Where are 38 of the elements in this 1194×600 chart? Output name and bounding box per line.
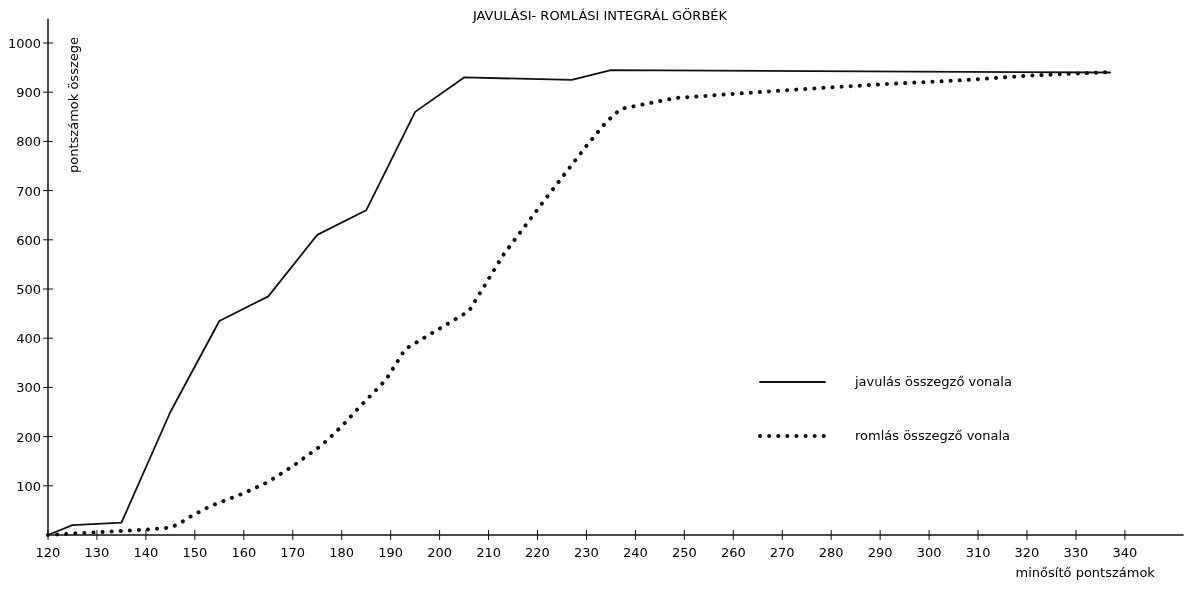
x-tick-label: 230 bbox=[574, 545, 599, 560]
x-tick-label: 280 bbox=[818, 545, 844, 560]
y-tick-label: 100 bbox=[16, 478, 41, 494]
x-tick-label: 190 bbox=[378, 545, 404, 560]
y-tick-label: 300 bbox=[16, 380, 41, 396]
x-tick-label: 330 bbox=[1063, 545, 1089, 560]
x-tick-label: 120 bbox=[35, 545, 61, 560]
x-tick-label: 220 bbox=[525, 545, 550, 560]
y-tick-label: 200 bbox=[16, 429, 41, 445]
legend-label: romlás összegző vonala bbox=[855, 428, 1011, 443]
x-tick-label: 310 bbox=[965, 545, 991, 560]
x-tick-label: 210 bbox=[476, 545, 501, 560]
chart-title: JAVULÁSI- ROMLÁSI INTEGRÁL GÖRBÉK bbox=[471, 7, 728, 23]
x-tick-label: 270 bbox=[769, 545, 795, 560]
x-tick-label: 340 bbox=[1112, 545, 1138, 560]
x-tick-label: 140 bbox=[133, 545, 159, 560]
y-tick-label: 400 bbox=[16, 331, 41, 347]
x-tick-label: 130 bbox=[84, 545, 110, 560]
x-tick-label: 250 bbox=[671, 545, 697, 560]
x-tick-label: 300 bbox=[916, 545, 942, 560]
x-tick-label: 290 bbox=[867, 545, 893, 560]
x-tick-label: 200 bbox=[427, 545, 453, 560]
x-tick-label: 180 bbox=[329, 545, 355, 560]
y-tick-label: 700 bbox=[16, 183, 41, 199]
x-tick-label: 320 bbox=[1014, 545, 1040, 560]
y-tick-label: 600 bbox=[16, 232, 41, 248]
y-tick-label: 1000 bbox=[7, 36, 41, 51]
y-axis-title: pontszámok összege bbox=[66, 37, 81, 173]
y-tick-label: 500 bbox=[16, 282, 41, 297]
x-tick-label: 240 bbox=[622, 545, 648, 560]
x-tick-label: 160 bbox=[231, 545, 257, 560]
x-tick-label: 260 bbox=[720, 545, 746, 560]
x-tick-label: 170 bbox=[280, 545, 306, 560]
y-tick-label: 800 bbox=[16, 134, 41, 150]
x-axis-title: minősítő pontszámok bbox=[1015, 565, 1156, 580]
y-tick-label: 900 bbox=[16, 85, 41, 101]
x-tick-label: 150 bbox=[182, 545, 208, 560]
legend-label: javulás összegző vonala bbox=[854, 374, 1012, 389]
